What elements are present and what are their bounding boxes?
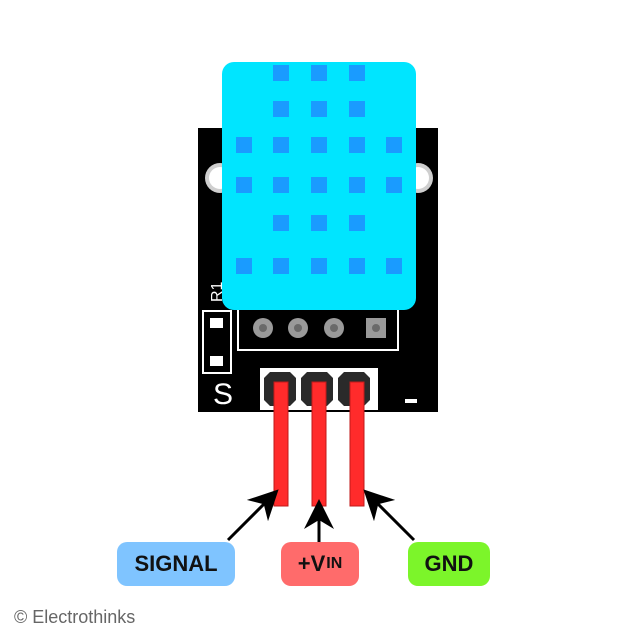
signal-label: SIGNAL — [117, 542, 235, 586]
vin-label-subscript: IN — [326, 555, 343, 572]
smd-component — [202, 310, 232, 374]
signal-label-text: SIGNAL — [134, 551, 218, 576]
vin-wire — [311, 381, 327, 507]
gnd-label: GND — [408, 542, 490, 586]
sensor-pins — [253, 318, 386, 338]
sensor-vent-holes — [236, 65, 402, 274]
vin-label-text: +V — [297, 551, 326, 576]
silk-r1: R1 — [209, 281, 226, 302]
signal-wire — [273, 381, 289, 507]
signal-arrow — [226, 489, 279, 542]
gnd-arrow — [363, 489, 416, 542]
copyright-text: © Electrothinks — [14, 607, 136, 627]
vin-label: +V IN — [281, 542, 359, 586]
gnd-wire — [349, 381, 365, 507]
gnd-label-text: GND — [424, 551, 474, 576]
silk-signal: S — [213, 378, 233, 411]
silk-ground-mark — [405, 399, 417, 403]
